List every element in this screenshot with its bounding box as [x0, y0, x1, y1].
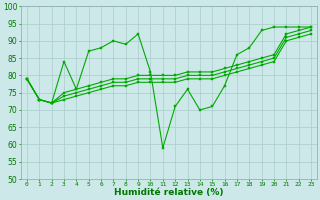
X-axis label: Humidité relative (%): Humidité relative (%)	[114, 188, 224, 197]
